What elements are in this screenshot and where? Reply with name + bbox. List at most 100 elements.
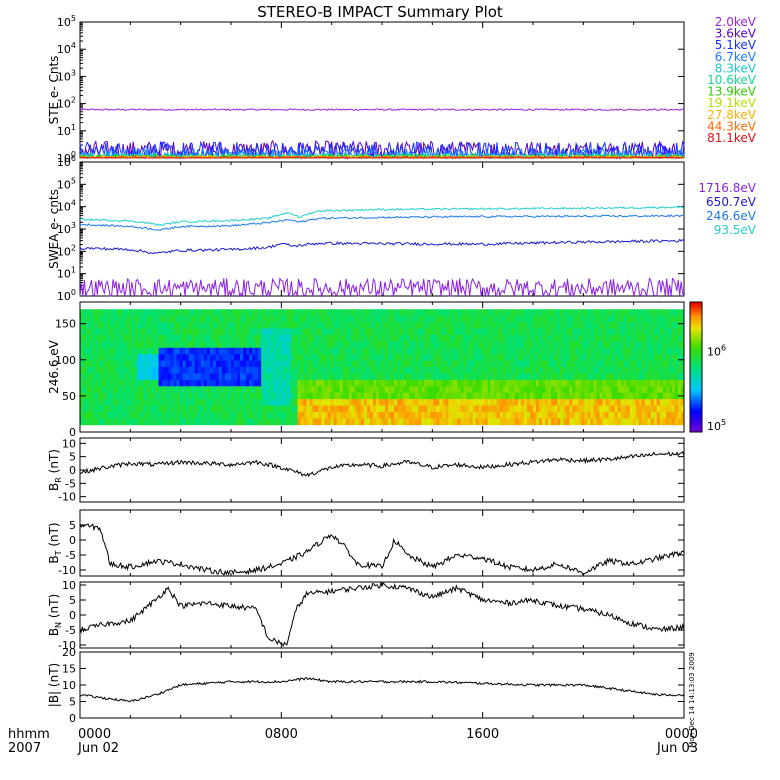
pad-cell xyxy=(484,322,489,329)
pad-cell xyxy=(345,386,350,394)
pad-cell xyxy=(339,315,344,323)
pad-cell xyxy=(529,399,534,406)
pad-cell xyxy=(224,386,229,394)
pad-cell xyxy=(291,405,295,413)
pad-cell xyxy=(234,386,238,394)
pad-cell xyxy=(294,354,298,361)
pad-cell xyxy=(647,418,652,426)
pad-cell xyxy=(234,309,238,317)
pad-cell xyxy=(152,334,156,342)
pad-cell xyxy=(209,399,214,406)
pad-cell xyxy=(107,354,111,361)
pad-cell xyxy=(575,341,579,349)
pad-cell xyxy=(309,315,313,323)
pad-cell xyxy=(451,354,455,361)
pad-cell xyxy=(451,379,455,387)
pad-cell xyxy=(80,341,84,349)
pad-cell xyxy=(554,405,558,413)
pad-cell xyxy=(318,354,322,361)
pad-cell xyxy=(330,347,335,355)
pad-cell xyxy=(608,399,612,406)
swea-ytick-label: 100 xyxy=(57,288,76,303)
pad-cell xyxy=(267,411,271,419)
pad-cell xyxy=(442,354,446,361)
pad-cell xyxy=(638,411,643,419)
pad-cell xyxy=(584,411,588,419)
pad-cell xyxy=(279,347,283,355)
pad-cell xyxy=(246,379,250,387)
pad-cell xyxy=(354,360,359,368)
pad-cell xyxy=(520,418,525,426)
pad-cell xyxy=(499,347,504,355)
pad-cell xyxy=(662,418,667,426)
pad-cell xyxy=(514,315,519,323)
pad-cell xyxy=(523,399,528,406)
pad-cell xyxy=(116,379,120,387)
pad-cell xyxy=(83,354,87,361)
pad-cell xyxy=(611,392,615,400)
pad-cell xyxy=(155,322,159,329)
pad-cell xyxy=(517,367,522,374)
pad-cell xyxy=(647,328,652,336)
pad-cell xyxy=(487,379,492,387)
pad-cell xyxy=(360,392,365,400)
pad-cell xyxy=(140,334,144,342)
pad-cell xyxy=(548,334,552,342)
colorbar-step xyxy=(690,386,702,390)
pad-cell xyxy=(614,347,618,355)
pad-cell xyxy=(146,309,150,317)
pad-cell xyxy=(533,354,537,361)
pad-cell xyxy=(596,354,600,361)
pad-cell xyxy=(400,309,404,317)
pad-cell xyxy=(502,347,507,355)
pad-cell xyxy=(659,367,664,374)
pad-cell xyxy=(342,367,347,374)
pad-cell xyxy=(119,411,123,419)
pad-cell xyxy=(366,334,371,342)
pad-cell xyxy=(665,392,670,400)
pad-cell xyxy=(662,354,667,361)
pad-cell xyxy=(605,315,609,323)
pad-cell xyxy=(523,309,528,317)
pad-cell xyxy=(451,386,455,394)
pad-cell xyxy=(451,392,455,400)
pad-cell xyxy=(608,360,612,368)
pad-cell xyxy=(179,386,184,394)
pad-cell xyxy=(164,411,168,419)
pad-cell xyxy=(294,367,298,374)
footer-year: 2007 xyxy=(8,741,41,756)
pad-cell xyxy=(360,411,365,419)
pad-cell xyxy=(110,309,114,317)
pad-cell xyxy=(517,322,522,329)
pad-cell xyxy=(617,328,621,336)
pad-cell xyxy=(668,392,673,400)
pad-cell xyxy=(520,392,525,400)
pad-cell xyxy=(167,392,171,400)
pad-cell xyxy=(252,418,256,426)
pad-cell xyxy=(282,373,286,381)
pad-cell xyxy=(415,347,419,355)
pad-cell xyxy=(514,354,519,361)
pad-cell xyxy=(122,328,126,336)
pad-cell xyxy=(209,322,214,329)
pad-cell xyxy=(231,354,235,361)
pad-cell xyxy=(635,405,640,413)
pad-cell xyxy=(149,418,153,426)
pad-cell xyxy=(246,347,250,355)
pad-cell xyxy=(149,315,153,323)
pad-cell xyxy=(472,347,477,355)
pad-cell xyxy=(608,347,612,355)
pad-cell xyxy=(469,315,473,323)
pad-cell xyxy=(270,405,274,413)
pad-cell xyxy=(297,354,301,361)
pad-ytick-label: 100 xyxy=(55,354,76,367)
pad-cell xyxy=(554,341,558,349)
pad-cell xyxy=(617,341,621,349)
pad-cell xyxy=(378,392,383,400)
pad-cell xyxy=(285,405,289,413)
pad-cell xyxy=(264,334,268,342)
pad-cell xyxy=(318,386,322,394)
colorbar-step xyxy=(690,382,702,385)
date-label: Jun 03 xyxy=(656,741,698,756)
pad-cell xyxy=(421,386,425,394)
